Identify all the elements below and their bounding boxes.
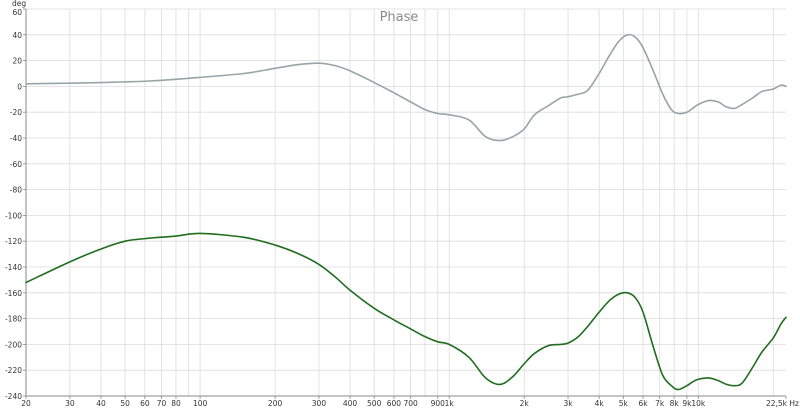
x-tick-label: 5k	[619, 399, 629, 408]
x-tick-label: 70	[157, 399, 167, 408]
chart-title: Phase	[380, 10, 419, 25]
x-tick-label: 2k	[520, 399, 530, 408]
y-tick-label: -180	[5, 315, 22, 324]
y-tick-label: -220	[5, 366, 22, 375]
y-tick-label: -100	[5, 211, 22, 220]
y-tick-label: 0	[17, 82, 22, 91]
x-tick-label: 900	[431, 399, 446, 408]
y-tick-label: 40	[12, 31, 22, 40]
y-tick-label: -200	[5, 340, 22, 349]
x-tick-label: 700	[403, 399, 418, 408]
x-tick-label: 9k	[682, 399, 692, 408]
x-tick-label: 100	[193, 399, 208, 408]
y-tick-label: -240	[5, 392, 22, 401]
x-tick-label: 4k	[595, 399, 605, 408]
x-tick-label: 80	[171, 399, 181, 408]
y-tick-label: -160	[5, 289, 22, 298]
x-tick-label: 7k	[655, 399, 665, 408]
x-tick-label: 22,5k Hz	[766, 399, 799, 408]
x-tick-label: 20	[21, 399, 31, 408]
x-tick-label: 200	[268, 399, 283, 408]
y-tick-label: -40	[10, 134, 22, 143]
x-tick-label: 400	[343, 399, 358, 408]
y-tick-label: -120	[5, 237, 22, 246]
series-line-green	[25, 232, 787, 391]
series-line-gray	[25, 33, 787, 142]
x-tick-label: 300	[312, 399, 327, 408]
y-tick-label: -80	[10, 186, 22, 195]
series-layer	[25, 33, 787, 391]
x-tick-label: 1k	[445, 399, 455, 408]
x-tick-label: 60	[140, 399, 150, 408]
label-layer: 40200-20-40-60-80-100-120-140-160-180-20…	[5, 8, 799, 408]
x-tick-label: 600	[387, 399, 402, 408]
x-tick-label: 40	[96, 399, 106, 408]
y-axis-unit-label: deg	[12, 0, 26, 8]
x-tick-label: 50	[120, 399, 130, 408]
x-tick-label: 3k	[563, 399, 573, 408]
x-tick-label: 6k	[638, 399, 648, 408]
y-tick-label: -140	[5, 263, 22, 272]
x-tick-label: 8k	[670, 399, 680, 408]
x-tick-label: 500	[367, 399, 382, 408]
y-tick-label: -60	[10, 160, 22, 169]
x-tick-label: 30	[65, 399, 75, 408]
grid-layer	[25, 8, 786, 397]
y-tick-label: -20	[10, 108, 22, 117]
y-tick-label: 60	[12, 8, 22, 17]
y-tick-label: 20	[12, 57, 22, 66]
x-tick-label: 10k	[691, 399, 706, 408]
axis-layer	[23, 8, 787, 399]
